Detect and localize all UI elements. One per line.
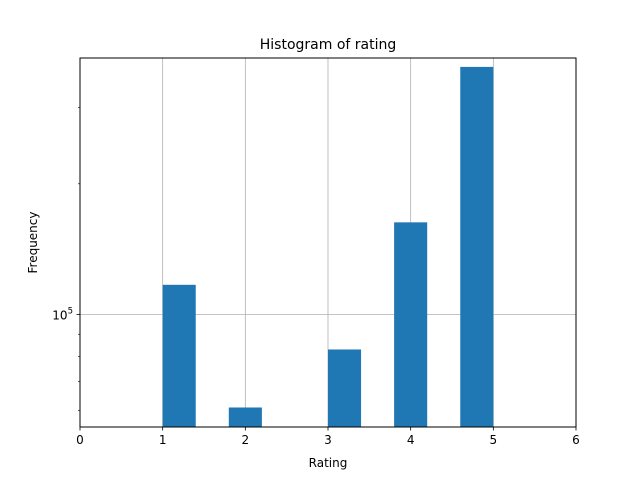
histogram-bar [228, 407, 262, 427]
x-tick-label: 5 [490, 433, 498, 447]
histogram-bar [328, 349, 362, 427]
histogram-bar [394, 222, 428, 427]
y-axis-ticks: 105 [52, 107, 80, 411]
y-axis-label: Frequency [26, 212, 40, 274]
x-tick-label: 1 [159, 433, 167, 447]
histogram-bars [162, 66, 494, 428]
x-tick-label: 6 [572, 433, 580, 447]
histogram-bar [162, 284, 196, 427]
chart-title: Histogram of rating [260, 37, 397, 53]
x-tick-label: 2 [242, 433, 250, 447]
y-tick-label: 105 [52, 306, 73, 322]
histogram-bar [460, 66, 494, 428]
x-tick-label: 0 [76, 433, 84, 447]
x-axis-ticks: 0 1 2 3 4 5 6 [76, 427, 580, 447]
x-tick-label: 3 [324, 433, 332, 447]
x-axis-label: Rating [309, 456, 348, 470]
x-tick-label: 4 [407, 433, 415, 447]
